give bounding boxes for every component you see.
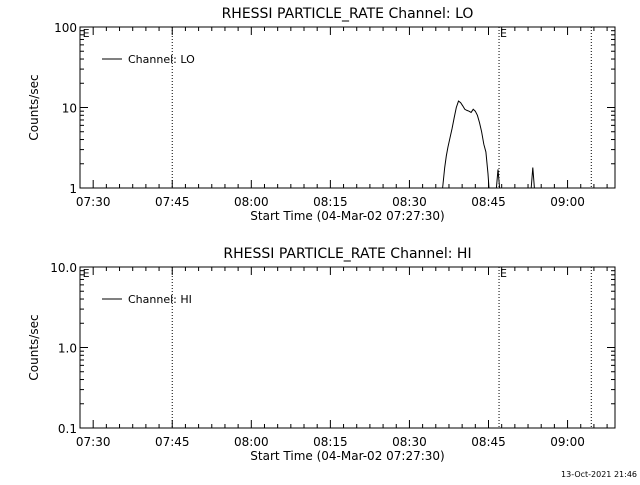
series-line (495, 169, 501, 189)
y-tick-label: 1 (69, 182, 77, 196)
y-axis-label: Counts/sec (27, 314, 41, 380)
chart-panel-lo: RHESSI PARTICLE_RATE Channel: LO 07:30 07:… (27, 6, 616, 223)
legend-label: Channel: LO (128, 53, 195, 66)
legend-label: Channel: HI (128, 293, 192, 306)
event-marker-label: E (500, 267, 507, 280)
x-axis-label: Start Time (04-Mar-02 07:27:30) (250, 209, 444, 223)
series-line (530, 167, 535, 189)
x-tick-label: 07:45 (155, 435, 190, 449)
chart-title: RHESSI PARTICLE_RATE Channel: LO (222, 6, 474, 22)
plot-frame (79, 26, 616, 189)
y-tick-label: 10.0 (50, 261, 77, 275)
x-tick-label: 08:15 (313, 435, 348, 449)
x-tick-label: 08:15 (313, 195, 348, 209)
event-marker-label: E (500, 27, 507, 40)
y-tick-label: 0.1 (58, 422, 77, 436)
x-tick-label: 09:00 (550, 435, 585, 449)
x-tick-label: 07:30 (76, 195, 111, 209)
y-tick-label: 10 (62, 102, 77, 116)
x-tick-label: 08:00 (234, 435, 269, 449)
y-axis-label: Counts/sec (27, 74, 41, 140)
x-tick-label: 08:30 (392, 435, 427, 449)
plot-frame (79, 266, 616, 429)
chart-title: RHESSI PARTICLE_RATE Channel: HI (223, 246, 471, 262)
event-marker-label: E (83, 27, 90, 40)
x-tick-label: 07:30 (76, 435, 111, 449)
x-tick-label: 08:30 (392, 195, 427, 209)
x-tick-label: 09:00 (550, 195, 585, 209)
series-line (442, 100, 490, 189)
x-tick-label: 08:45 (471, 195, 506, 209)
y-tick-label: 100 (54, 21, 77, 35)
event-marker-label: E (83, 267, 90, 280)
x-tick-label: 07:45 (155, 195, 190, 209)
chart-panel-hi: RHESSI PARTICLE_RATE Channel: HI 07:30 07:… (27, 246, 616, 463)
x-tick-label: 08:00 (234, 195, 269, 209)
x-axis-label: Start Time (04-Mar-02 07:27:30) (250, 449, 444, 463)
x-tick-label: 08:45 (471, 435, 506, 449)
y-tick-label: 1.0 (58, 342, 77, 356)
footer-timestamp: 13-Oct-2021 21:46 (561, 470, 637, 479)
